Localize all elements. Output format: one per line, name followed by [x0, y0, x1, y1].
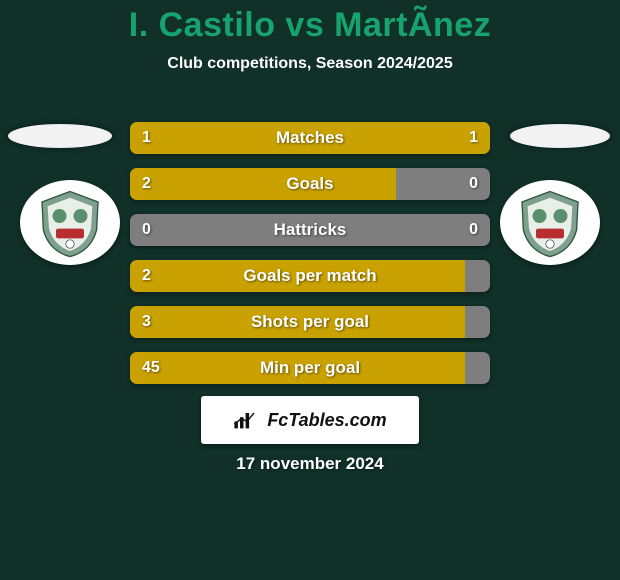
shield-icon	[35, 188, 105, 258]
stat-row: 20Goals	[130, 168, 490, 200]
player-photo-left	[8, 124, 112, 148]
stat-row: 2Goals per match	[130, 260, 490, 292]
date-text: 17 november 2024	[236, 454, 383, 474]
shield-icon	[515, 188, 585, 258]
player-photo-right	[510, 124, 610, 148]
comparison-card: I. Castilo vs MartÃ­nez Club competition…	[0, 0, 620, 580]
stat-label: Min per goal	[130, 352, 490, 384]
stat-label: Shots per goal	[130, 306, 490, 338]
page-title: I. Castilo vs MartÃ­nez	[0, 6, 620, 45]
stat-label: Hattricks	[130, 214, 490, 246]
subtitle: Club competitions, Season 2024/2025	[0, 55, 620, 73]
stat-row: 00Hattricks	[130, 214, 490, 246]
chart-icon	[233, 410, 261, 430]
stat-label: Goals	[130, 168, 490, 200]
stat-label: Goals per match	[130, 260, 490, 292]
stat-row: 3Shots per goal	[130, 306, 490, 338]
stats-container: 11Matches 20Goals 00Hattricks 2Goals per ma…	[130, 122, 490, 398]
club-crest-left	[20, 180, 120, 265]
stat-row: 45Min per goal	[130, 352, 490, 384]
stat-row: 11Matches	[130, 122, 490, 154]
club-crest-right	[500, 180, 600, 265]
brand-text: FcTables.com	[267, 410, 386, 431]
stat-label: Matches	[130, 122, 490, 154]
brand-box[interactable]: FcTables.com	[201, 396, 419, 444]
